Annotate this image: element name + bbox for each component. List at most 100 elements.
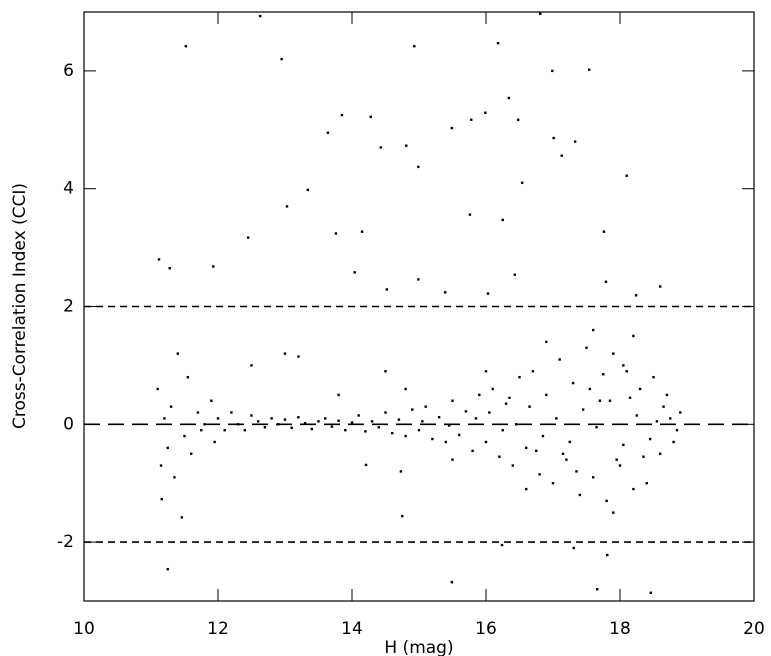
point <box>353 271 356 274</box>
point <box>176 352 179 355</box>
point <box>156 387 159 391</box>
point <box>500 543 504 547</box>
point <box>675 428 679 432</box>
point <box>632 334 635 338</box>
point <box>417 278 420 281</box>
point <box>541 434 545 438</box>
point <box>539 12 542 15</box>
point <box>451 458 454 461</box>
point <box>283 418 287 421</box>
point <box>180 516 184 519</box>
point <box>602 373 605 376</box>
point <box>417 428 421 432</box>
y-tick-label: 4 <box>63 179 74 199</box>
point <box>531 370 535 373</box>
point <box>652 375 655 379</box>
point <box>350 421 354 424</box>
point <box>575 470 578 473</box>
y-axis-label: Cross-Correlation Index (CCI) <box>10 183 30 429</box>
point <box>216 417 220 420</box>
point <box>659 285 662 288</box>
x-tick-label: 14 <box>341 619 363 639</box>
point <box>263 426 267 429</box>
point <box>516 118 520 121</box>
point <box>337 419 340 422</box>
point <box>324 417 327 420</box>
x-tick-label: 16 <box>475 619 497 639</box>
point <box>364 430 367 433</box>
point <box>337 393 340 397</box>
point <box>401 514 404 518</box>
point <box>488 411 491 414</box>
point <box>431 437 434 441</box>
point <box>443 291 447 294</box>
point <box>173 476 176 479</box>
point <box>384 370 387 373</box>
point <box>648 437 652 441</box>
point <box>357 414 360 417</box>
point <box>612 511 615 514</box>
point <box>391 431 394 435</box>
point <box>596 588 599 591</box>
point <box>223 428 226 432</box>
point <box>528 405 531 408</box>
point <box>585 346 588 349</box>
point <box>595 426 598 429</box>
point <box>470 118 473 121</box>
point <box>203 423 206 426</box>
point <box>669 417 672 420</box>
point <box>379 146 383 149</box>
point <box>612 352 615 355</box>
point <box>545 340 548 344</box>
point <box>665 393 669 397</box>
point <box>243 428 246 432</box>
point <box>385 288 389 291</box>
point <box>625 370 628 373</box>
point <box>364 463 368 467</box>
x-tick-label: 12 <box>207 619 229 639</box>
point <box>568 440 571 444</box>
point <box>573 140 577 143</box>
point <box>514 423 518 426</box>
point <box>625 174 628 177</box>
point <box>552 136 555 140</box>
point <box>592 328 595 332</box>
point <box>551 69 554 73</box>
point <box>628 396 632 399</box>
point <box>565 458 568 461</box>
point <box>538 473 541 476</box>
point <box>183 434 186 438</box>
y-tick-label: 2 <box>63 297 74 317</box>
point <box>535 449 538 453</box>
point <box>498 455 501 458</box>
point <box>280 57 283 61</box>
point <box>679 411 682 414</box>
point <box>369 115 372 119</box>
point <box>478 393 481 397</box>
point <box>340 113 344 117</box>
point <box>447 424 451 427</box>
point <box>404 434 407 438</box>
point <box>518 375 521 379</box>
point <box>551 482 555 485</box>
point <box>230 411 233 414</box>
point <box>450 580 454 584</box>
point <box>513 273 517 276</box>
point <box>285 205 289 208</box>
point <box>334 232 338 235</box>
point <box>250 364 253 367</box>
point <box>360 230 364 233</box>
point <box>581 408 585 411</box>
point <box>405 144 408 147</box>
point <box>317 420 320 423</box>
point <box>424 405 427 408</box>
point <box>622 443 625 447</box>
point <box>501 428 504 432</box>
point <box>159 464 163 467</box>
point <box>384 411 387 414</box>
point <box>471 449 474 453</box>
point <box>484 370 488 373</box>
point <box>507 96 510 100</box>
point <box>635 414 638 417</box>
point <box>632 487 635 491</box>
